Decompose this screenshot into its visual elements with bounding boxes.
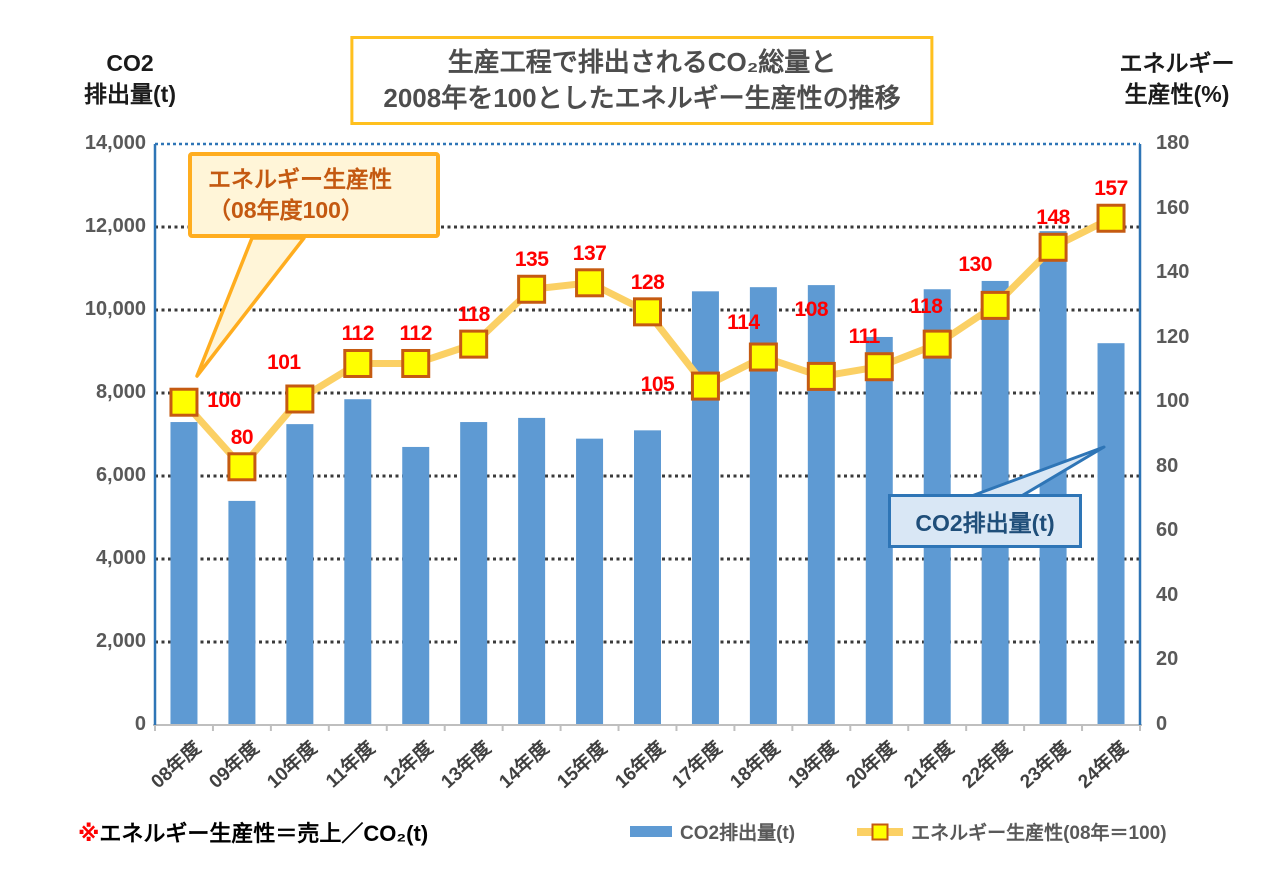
bar <box>228 500 256 725</box>
chart-title-line1: 生産工程で排出されるCO₂総量と <box>447 47 837 77</box>
productivity-marker <box>401 348 431 378</box>
line-data-label: 100 <box>207 389 241 413</box>
left-axis-tick-label: 2,000 <box>95 630 146 652</box>
productivity-marker <box>575 268 605 298</box>
right-axis-tick-label: 40 <box>1156 583 1179 606</box>
line-series-legend-label: エネルギー生産性(08年＝100) <box>911 823 1167 844</box>
line-data-label: 112 <box>341 322 375 346</box>
left-axis-title-line1: CO2 <box>106 50 154 76</box>
productivity-marker <box>343 348 373 378</box>
right-axis-title-line2: 生産性(%) <box>1124 81 1230 108</box>
left-axis-tick-label: 0 <box>134 713 146 735</box>
productivity-marker <box>633 297 662 327</box>
line-data-label: 137 <box>572 241 607 265</box>
line-series-callout: エネルギー生産性 （08年度100） <box>188 152 440 239</box>
productivity-marker <box>980 290 1010 320</box>
footnote-mark: ※ <box>78 821 100 846</box>
productivity-marker <box>806 361 836 391</box>
bar <box>634 430 661 725</box>
productivity-marker <box>864 352 894 382</box>
line-data-label: 128 <box>630 270 665 294</box>
line-data-label: 111 <box>848 324 881 348</box>
right-axis-tick-label: 100 <box>1156 390 1190 413</box>
line-data-label: 112 <box>399 322 433 346</box>
footnote: ※エネルギー生産性＝売上／CO₂(t) <box>78 816 428 848</box>
footnote-text: エネルギー生産性＝売上／CO₂(t) <box>99 821 429 846</box>
bar <box>1097 343 1125 725</box>
bar <box>286 424 314 725</box>
line-data-label: 148 <box>1036 206 1070 230</box>
bar-series-callout: CO2排出量(t) <box>888 494 1082 548</box>
bar-series-legend-label: CO2排出量(t) <box>680 823 796 844</box>
bar <box>460 422 488 725</box>
bar <box>402 446 430 725</box>
line-data-label: 157 <box>1094 177 1128 201</box>
line-data-label: 101 <box>267 350 301 374</box>
right-axis-title-line1: エネルギー <box>1119 50 1235 76</box>
productivity-marker <box>517 274 547 304</box>
productivity-marker <box>1038 232 1068 262</box>
line-data-label: 135 <box>514 248 549 272</box>
bar-series-callout-text: CO2排出量(t) <box>915 510 1055 536</box>
left-axis-tick-label: 14,000 <box>84 132 146 154</box>
right-axis-tick-label: 160 <box>1156 196 1190 219</box>
left-axis-tick-label: 6,000 <box>95 464 146 486</box>
line-series-callout-line1: エネルギー生産性 <box>208 166 392 192</box>
legend-item-line: エネルギー生産性(08年＝100) <box>857 818 1167 845</box>
productivity-marker <box>748 342 778 372</box>
bar <box>518 417 546 725</box>
line-data-label: 105 <box>640 373 675 397</box>
left-axis-title: CO2 排出量(t) <box>50 48 210 110</box>
productivity-marker <box>690 371 720 401</box>
line-data-label: 108 <box>794 298 829 322</box>
bar-series-swatch <box>630 826 672 837</box>
left-axis-tick-label: 12,000 <box>84 215 146 237</box>
left-axis-tick-label: 4,000 <box>95 547 146 569</box>
line-data-label: 80 <box>230 425 254 449</box>
productivity-marker <box>922 329 952 359</box>
right-axis-tick-label: 0 <box>1156 713 1168 735</box>
right-axis-tick-label: 60 <box>1156 519 1179 542</box>
chart-title-line2: 2008年を100としたエネルギー生産性の推移 <box>383 83 901 114</box>
left-axis-tick-label: 8,000 <box>95 381 146 403</box>
bar <box>576 438 604 725</box>
bar <box>344 399 372 725</box>
line-marker-swatch-icon <box>871 823 889 840</box>
line-data-label: 114 <box>727 311 760 335</box>
right-axis-tick-label: 140 <box>1156 261 1190 284</box>
line-data-label: 118 <box>457 303 490 327</box>
right-axis-tick-label: 180 <box>1156 132 1190 154</box>
right-axis-tick-label: 120 <box>1156 325 1190 348</box>
right-axis-title: エネルギー 生産性(%) <box>1082 48 1272 110</box>
bar <box>807 285 835 725</box>
productivity-marker <box>227 452 257 482</box>
legend: CO2排出量(t) エネルギー生産性(08年＝100) <box>630 818 1167 845</box>
productivity-marker <box>169 387 199 417</box>
bar <box>170 422 198 725</box>
bar <box>691 291 719 725</box>
productivity-marker <box>285 384 315 414</box>
legend-item-bar: CO2排出量(t) <box>630 818 795 845</box>
right-axis-tick-label: 20 <box>1156 648 1179 671</box>
line-data-label: 130 <box>958 253 992 277</box>
line-series-swatch <box>857 823 904 840</box>
chart-title: 生産工程で排出されるCO₂総量と 2008年を100としたエネルギー生産性の推移 <box>350 36 934 125</box>
productivity-marker <box>459 329 489 359</box>
line-series-callout-line2: （08年度100） <box>208 197 364 224</box>
right-axis-tick-label: 80 <box>1156 454 1179 477</box>
left-axis-title-line2: 排出量(t) <box>84 81 176 108</box>
line-data-label: 118 <box>910 295 943 319</box>
productivity-marker <box>1096 203 1126 233</box>
left-axis-tick-label: 10,000 <box>84 298 146 320</box>
